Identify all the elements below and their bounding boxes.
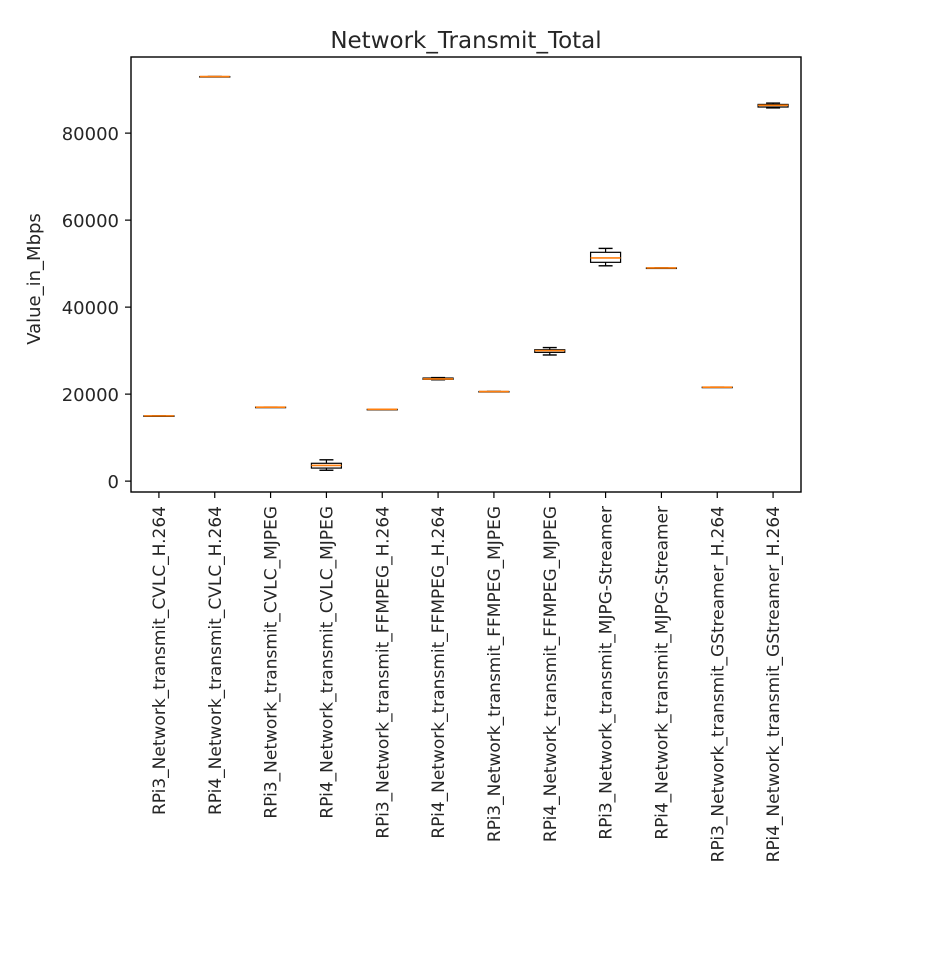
y-tick-label: 20000 [62,385,119,406]
x-tick-label: RPi3_Network_transmit_MJPG-Streamer [597,506,617,840]
x-tick-label: RPi3_Network_transmit_GStreamer_H.264 [708,506,728,862]
x-tick-label: RPi4_Network_transmit_MJPG-Streamer [652,506,672,840]
x-tick-label: RPi4_Network_transmit_CVLC_MJPEG [317,506,337,819]
x-tick-label: RPi4_Network_transmit_GStreamer_H.264 [764,506,784,862]
x-tick-label: RPi4_Network_transmit_FFMPEG_MJPEG [541,506,561,842]
y-tick-label: 80000 [62,124,119,145]
y-tick-label: 0 [108,472,119,493]
y-tick-label: 60000 [62,211,119,232]
x-tick-label: RPi3_Network_transmit_CVLC_H.264 [150,506,170,815]
x-tick-label: RPi3_Network_transmit_FFMPEG_H.264 [373,506,393,839]
x-tick-label: RPi4_Network_transmit_FFMPEG_H.264 [429,506,449,839]
axes-frame [130,56,802,493]
y-tick-label: 40000 [62,298,119,319]
plot-area: 0 20000 40000 60000 80000 RPi3_Network_transm… [62,75,789,862]
x-tick-label: RPi3_Network_transmit_CVLC_MJPEG [262,506,282,819]
y-axis-label: Value_in_Mbps [24,213,45,345]
x-tick-label: RPi3_Network_transmit_FFMPEG_MJPEG [485,506,505,842]
chart-title: Network_Transmit_Total [330,28,601,54]
x-tick-label: RPi4_Network_transmit_CVLC_H.264 [206,506,226,815]
